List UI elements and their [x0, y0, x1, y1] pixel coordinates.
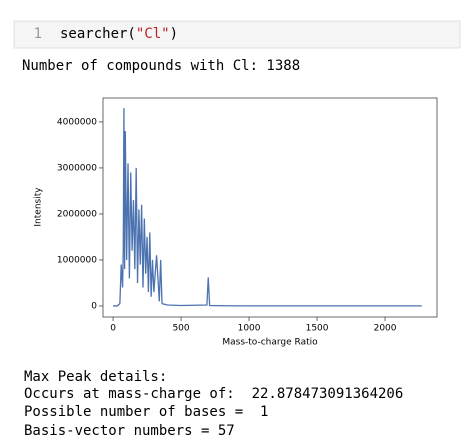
x-tick-label: 500: [172, 324, 189, 334]
detail-line: Possible number of bases = 1: [24, 404, 268, 420]
plot: 0 1000000 2000000 3000000 4000000 0 500 1000 150…: [57, 108, 422, 334]
y-tick-label: 3000000: [57, 163, 97, 173]
y-tick-label: 4000000: [57, 117, 97, 127]
code-cell[interactable]: [13, 20, 461, 49]
x-axis-label: Mass-to-charge Ratio: [222, 338, 318, 348]
code-token: ): [170, 26, 178, 42]
line-number: 1: [34, 26, 42, 42]
y-tick-label: 2000000: [57, 209, 97, 219]
detail-line: Max Peak details:: [24, 369, 167, 385]
code-token: "Cl": [136, 26, 170, 42]
plot-frame: [102, 97, 438, 318]
code-token: searcher(: [60, 26, 136, 42]
output-text: Number of compounds with Cl: 1388: [22, 58, 300, 74]
code-line: searcher("Cl"): [60, 26, 178, 42]
x-tick-label: 0: [110, 324, 116, 334]
y-tick-label: 0: [91, 301, 97, 311]
detail-line: Occurs at mass-charge of: 22.87847309136…: [24, 386, 403, 402]
x-tick-label: 1500: [306, 324, 329, 334]
x-tick-label: 2000: [374, 324, 397, 334]
x-tick-label: 1000: [238, 324, 261, 334]
detail-line: Basis-vector numbers = 57: [24, 423, 235, 439]
y-axis-label: Intensity: [34, 187, 44, 227]
y-tick-label: 1000000: [57, 255, 97, 265]
spectrum-line: [113, 108, 422, 307]
